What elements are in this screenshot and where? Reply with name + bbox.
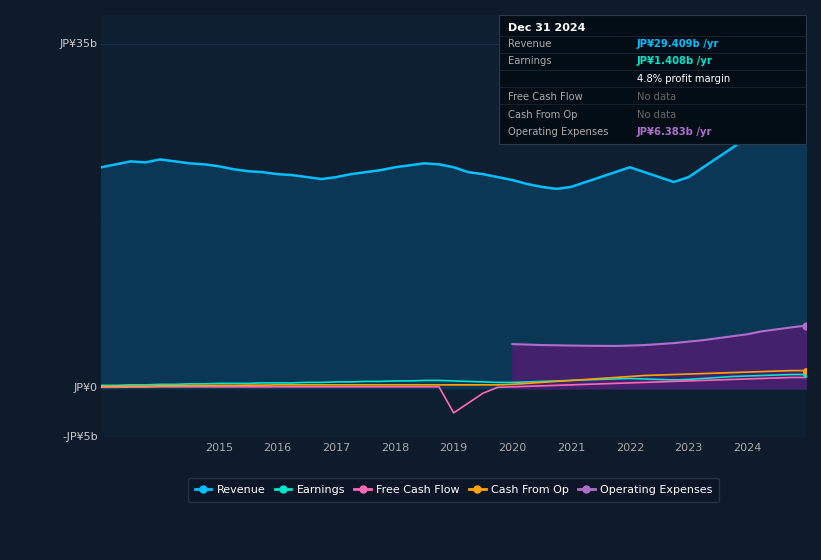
Text: No data: No data: [637, 92, 676, 102]
Text: JP¥35b: JP¥35b: [60, 39, 98, 49]
Text: Operating Expenses: Operating Expenses: [508, 127, 608, 137]
FancyBboxPatch shape: [499, 15, 806, 144]
Legend: Revenue, Earnings, Free Cash Flow, Cash From Op, Operating Expenses: Revenue, Earnings, Free Cash Flow, Cash …: [188, 478, 719, 502]
Text: Cash From Op: Cash From Op: [508, 110, 577, 120]
Text: -JP¥5b: -JP¥5b: [62, 432, 98, 442]
Text: Revenue: Revenue: [508, 39, 552, 49]
Text: JP¥0: JP¥0: [74, 383, 98, 393]
Text: 4.8% profit margin: 4.8% profit margin: [637, 74, 730, 84]
Text: JP¥29.409b /yr: JP¥29.409b /yr: [637, 39, 719, 49]
Text: Earnings: Earnings: [508, 57, 552, 67]
Text: Free Cash Flow: Free Cash Flow: [508, 92, 583, 102]
Text: Dec 31 2024: Dec 31 2024: [508, 22, 585, 32]
Text: JP¥1.408b /yr: JP¥1.408b /yr: [637, 57, 713, 67]
Text: No data: No data: [637, 110, 676, 120]
Text: JP¥6.383b /yr: JP¥6.383b /yr: [637, 127, 713, 137]
